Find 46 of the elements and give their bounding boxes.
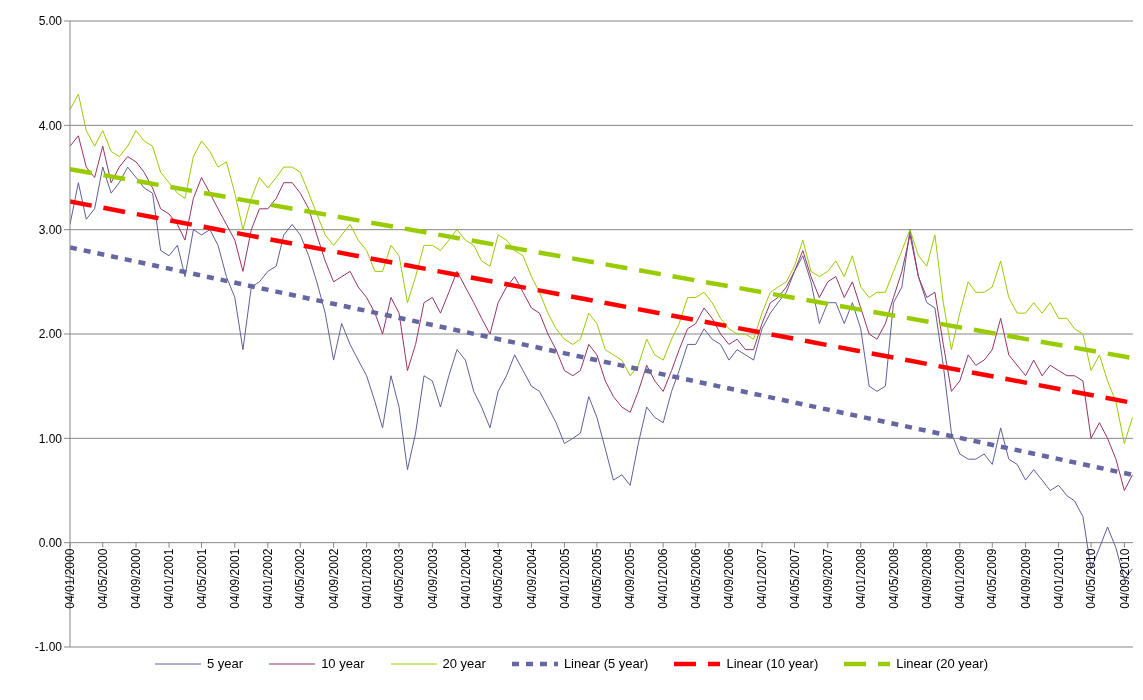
x-tick-label: 04/05/2005 <box>590 548 605 609</box>
x-tick-label: 04/01/2002 <box>261 548 276 609</box>
x-tick-label: 04/05/2008 <box>886 548 901 609</box>
x-tick-label: 04/01/2009 <box>953 548 967 609</box>
x-tick-label: 04/05/2010 <box>1084 548 1099 609</box>
x-tick-label: 04/09/2010 <box>1117 548 1132 609</box>
x-tick-label: 04/09/2006 <box>722 548 737 609</box>
x-tick-label: 04/09/2000 <box>129 548 144 609</box>
x-tick-label: 04/01/2001 <box>162 548 177 609</box>
y-tick-label: 3.00 <box>38 222 63 237</box>
x-tick-label: 04/01/2006 <box>656 548 671 609</box>
x-tick-label: 04/09/2007 <box>820 548 835 609</box>
y-tick-label: -1.00 <box>34 640 63 655</box>
legend-label: Linear (20 year) <box>896 656 988 671</box>
legend-label: Linear (5 year) <box>563 656 649 671</box>
x-tick-label: 04/05/2001 <box>194 548 209 609</box>
x-tick-label: 04/05/2004 <box>491 548 506 609</box>
x-tick-label: 04/09/2001 <box>228 548 243 609</box>
x-tick-label: 04/01/2008 <box>853 548 868 609</box>
legend-label: 5 year <box>207 656 244 671</box>
x-tick-label: 04/09/2004 <box>524 548 539 609</box>
x-tick-label: 04/05/2002 <box>293 548 308 609</box>
y-tick-label: 1.00 <box>38 431 63 446</box>
x-tick-label: 04/09/2008 <box>919 548 934 609</box>
legend-label: Linear (10 year) <box>726 656 819 671</box>
y-tick-label: 5.00 <box>38 14 63 29</box>
x-tick-label: 04/09/2002 <box>326 548 341 609</box>
x-tick-label: 04/01/2007 <box>755 548 770 609</box>
x-tick-label: 04/05/2000 <box>95 548 110 609</box>
x-tick-label: 04/01/2004 <box>458 548 473 609</box>
legend-label: 20 year <box>442 656 486 671</box>
x-tick-label: 04/09/2003 <box>425 548 440 609</box>
x-tick-label: 04/09/2009 <box>1018 548 1033 609</box>
x-tick-label: 04/01/2003 <box>359 548 374 609</box>
y-tick-label: 2.00 <box>38 327 63 342</box>
y-tick-label: 0.00 <box>38 535 63 550</box>
x-tick-label: 04/05/2006 <box>688 548 703 609</box>
x-tick-label: 04/05/2003 <box>392 548 407 609</box>
y-tick-label: 4.00 <box>38 118 63 133</box>
x-tick-label: 04/05/2009 <box>985 548 1000 609</box>
x-tick-label: 04/09/2005 <box>623 548 638 609</box>
x-tick-label: 04/01/2000 <box>63 548 78 609</box>
x-tick-label: 04/01/2010 <box>1051 548 1066 609</box>
x-tick-label: 04/05/2007 <box>787 548 802 609</box>
x-tick-label: 04/01/2005 <box>557 548 572 609</box>
legend-label: 10 year <box>321 656 365 671</box>
